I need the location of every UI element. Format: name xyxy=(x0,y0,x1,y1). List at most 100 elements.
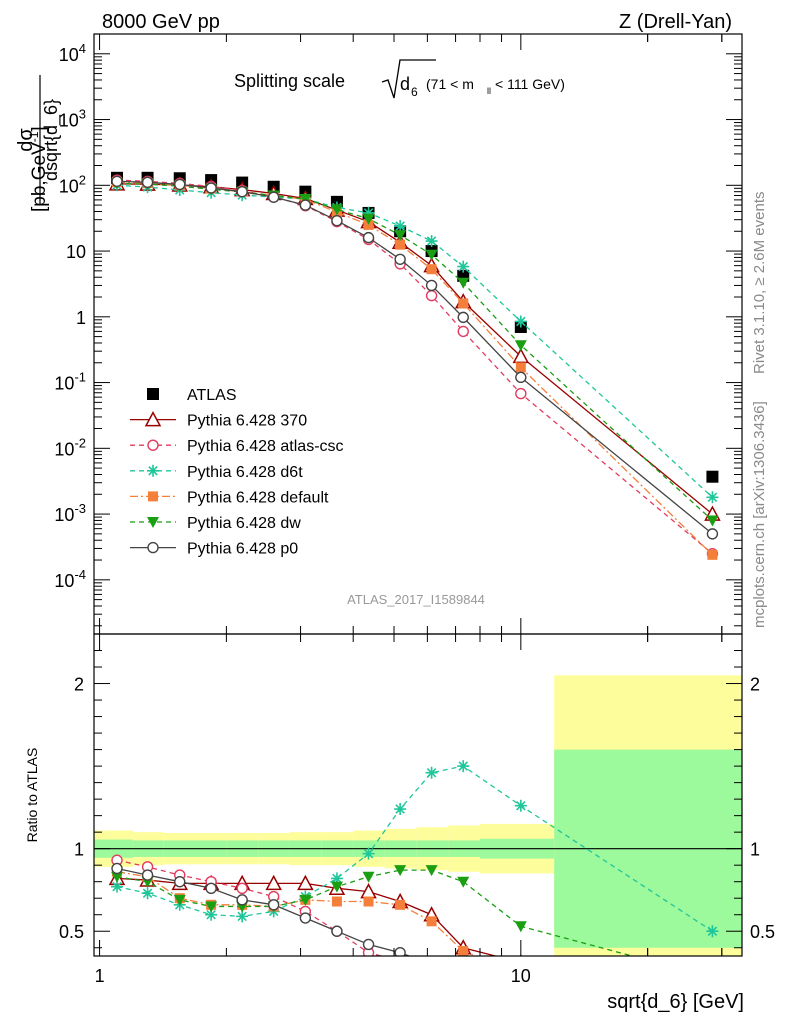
legend-marker-p370 xyxy=(144,411,162,427)
analysis-id: ATLAS_2017_I1589844 xyxy=(347,592,485,607)
ratio-point-d6t-1 xyxy=(141,887,154,900)
main-panel: 10-4 10-3 10-2 10-1 1 10 102 103 104 xyxy=(54,33,743,635)
y-tick-label-5: 10 xyxy=(66,242,86,262)
x-axis-label: sqrt{d_6} [GeV] xyxy=(607,991,744,1013)
point-default-8 xyxy=(363,219,374,230)
point-ATLAS-13 xyxy=(706,470,719,483)
ratio-point-d6t-3 xyxy=(205,908,218,921)
ratio-point-d6t-8 xyxy=(362,847,375,860)
point-default-11 xyxy=(458,298,469,309)
ratio-point-dw-8 xyxy=(362,871,375,883)
point-p0-6 xyxy=(299,199,312,211)
point-default-13 xyxy=(707,549,718,560)
ratio-point-dw-2 xyxy=(173,894,186,906)
ratio-point-d6t-12 xyxy=(514,799,527,812)
ratio-frame xyxy=(93,633,743,957)
ratio-point-dw-9 xyxy=(394,865,407,877)
y-tick-label-1: 10-3 xyxy=(54,501,86,525)
legend-label-ATLAS: ATLAS xyxy=(187,387,237,404)
series-line-p0 xyxy=(116,180,713,535)
ratio-y-ticks: 0.5 0.5 1 1 2 2 xyxy=(59,650,775,949)
ratio-point-atlascsc-4 xyxy=(236,882,248,894)
ylabel-denominator: dsqrt{d_6} xyxy=(41,99,62,181)
x-tick-label-1: 1 xyxy=(95,966,105,986)
ratio-point-atlascsc-12 xyxy=(516,992,526,1002)
point-dw-7 xyxy=(330,204,343,216)
y-tick-label-6: 102 xyxy=(59,172,86,196)
header-left: 8000 GeV pp xyxy=(102,11,220,33)
ratio-point-p0-1 xyxy=(141,869,154,881)
ratio-point-atlascsc-9 xyxy=(397,955,403,956)
ratio-point-dw-11 xyxy=(457,876,470,888)
header-right: Z (Drell-Yan) xyxy=(619,11,732,33)
ylabel-unit: [pb,GeV-1] xyxy=(27,126,50,212)
point-p0-4 xyxy=(236,185,248,198)
point-p0-7 xyxy=(331,214,343,227)
point-d6t-10 xyxy=(425,235,438,248)
point-atlascsc-11 xyxy=(457,325,469,338)
ratio-point-default-9 xyxy=(395,899,406,910)
point-default-10 xyxy=(426,264,437,275)
legend-marker-dw xyxy=(147,517,159,528)
point-default-12 xyxy=(515,362,526,373)
title-range-sub: ll xyxy=(487,86,491,96)
ratio-point-p0-5 xyxy=(267,899,280,911)
point-d6t-13 xyxy=(706,491,719,504)
y-axis-label: dσ dsqrt{d_6} xyxy=(15,75,62,205)
ratio-point-p0-4 xyxy=(236,894,248,906)
ratio-point-dw-6 xyxy=(299,894,312,906)
ylabel-numerator: dσ xyxy=(15,128,37,152)
legend-marker-atlascsc xyxy=(147,439,159,451)
ratio-point-default-11 xyxy=(458,946,469,956)
ratio-point-default-8 xyxy=(363,896,374,907)
point-p0-2 xyxy=(174,178,186,191)
point-p0-12 xyxy=(515,371,527,384)
ratio-point-d6t-11 xyxy=(457,760,470,773)
point-p0-1 xyxy=(141,176,154,189)
ratio-line-dw xyxy=(116,869,635,956)
ratio-point-p0-6 xyxy=(299,912,312,924)
title-range: (71 < m xyxy=(426,76,474,92)
rivet-label: Rivet 3.1.10, ≥ 2.6M events xyxy=(751,192,768,375)
title-sqrt-d: d xyxy=(400,74,410,94)
ratio-point-dw-3 xyxy=(205,901,218,913)
ratio-point-dw-12 xyxy=(514,921,527,933)
ratio-panel: 1 10 0.5 0.5 1 1 2 2 xyxy=(59,34,775,1002)
series-line-atlascsc xyxy=(116,179,713,555)
x-ticks: 1 10 xyxy=(95,34,723,986)
point-atlascsc-12 xyxy=(515,387,527,400)
ratio-y-label-right-0: 0.5 xyxy=(750,922,775,942)
y-tick-label-0: 10-4 xyxy=(54,567,86,591)
ratio-point-d6t-4 xyxy=(236,910,249,923)
legend-label-dw: Pythia 6.428 dw xyxy=(187,515,301,532)
title-sqrt-sub: 6 xyxy=(411,85,418,99)
y-tick-label-3: 10-1 xyxy=(54,370,86,394)
point-default-9 xyxy=(395,239,406,250)
point-p0-11 xyxy=(457,311,469,324)
legend-label-p0: Pythia 6.428 p0 xyxy=(187,541,298,558)
point-atlascsc-10 xyxy=(425,289,438,302)
ratio-point-p370-5 xyxy=(265,874,282,891)
legend-marker-ATLAS xyxy=(147,388,159,400)
point-dw-10 xyxy=(425,249,438,261)
point-dw-8 xyxy=(362,213,375,225)
ratio-y-label-left-1: 1 xyxy=(74,840,84,860)
point-p370-12 xyxy=(512,347,530,364)
ratio-y-label-left-2: 2 xyxy=(74,675,84,695)
mcplots-label: mcplots.cern.ch [arXiv:1306.3436] xyxy=(751,401,768,628)
y-tick-label-2: 10-2 xyxy=(54,435,86,459)
ratio-point-dw-7 xyxy=(330,881,343,893)
ratio-point-p0-10 xyxy=(427,959,437,969)
point-d6t-12 xyxy=(514,315,527,328)
ratio-y-label-left-0: 0.5 xyxy=(59,922,84,942)
main-y-ticks: 10-4 10-3 10-2 10-1 1 10 102 103 104 xyxy=(54,33,742,627)
legend-marker-p0 xyxy=(147,541,159,554)
ratio-point-d6t-10 xyxy=(425,766,438,779)
ratio-point-p0-11 xyxy=(458,971,468,981)
ratio-y-label-right-1: 1 xyxy=(750,840,760,860)
legend-marker-d6t xyxy=(147,464,159,477)
plot-title: Splitting scale xyxy=(234,71,345,91)
ratio-point-d6t-13 xyxy=(706,925,719,938)
point-p0-9 xyxy=(394,253,406,265)
